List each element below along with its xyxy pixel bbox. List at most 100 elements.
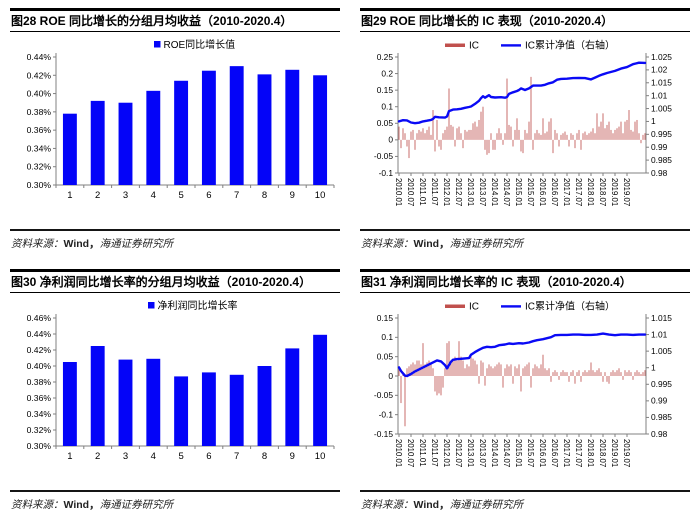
svg-text:2017.07: 2017.07 xyxy=(574,439,583,467)
legend-nav-label: IC累计净值（右轴） xyxy=(525,39,615,52)
svg-text:0.2: 0.2 xyxy=(381,68,393,78)
svg-text:0.99: 0.99 xyxy=(651,142,668,152)
svg-text:2014.07: 2014.07 xyxy=(502,439,511,467)
svg-text:2019.07: 2019.07 xyxy=(622,439,631,467)
x-axis-ticks xyxy=(55,446,335,449)
svg-text:7: 7 xyxy=(234,190,239,201)
figure28-source: 资料来源：Wind，海通证券研究所 xyxy=(10,231,340,251)
svg-text:2012.07: 2012.07 xyxy=(454,439,463,467)
bar-group-1 xyxy=(62,362,77,446)
svg-text:3: 3 xyxy=(123,451,128,462)
figure31-panel: 图31 净利润同比增长率的 IC 表现（2010-2020.4） 0.15 0.1… xyxy=(350,255,700,512)
svg-text:-0.1: -0.1 xyxy=(379,409,394,419)
svg-text:1: 1 xyxy=(67,451,72,462)
svg-text:6: 6 xyxy=(206,190,211,201)
source-org: 海通证券研究所 xyxy=(99,238,174,250)
source-wind: Wind， xyxy=(413,499,450,511)
source-divider-rule xyxy=(10,490,340,492)
bar-group-3 xyxy=(118,102,133,185)
figure31-combo-chart: 0.15 0.1 0.05 0 -0.05 -0.1 -0.15 1.015 1.01 1.005… xyxy=(374,300,672,468)
svg-text:0.98: 0.98 xyxy=(651,168,668,178)
svg-text:2016.07: 2016.07 xyxy=(550,439,559,467)
svg-text:9: 9 xyxy=(290,451,295,462)
panel-top-rule xyxy=(10,8,340,11)
svg-text:1: 1 xyxy=(651,363,656,373)
legend-nav-swatch xyxy=(501,305,521,308)
svg-text:6: 6 xyxy=(206,451,211,462)
svg-text:8: 8 xyxy=(262,190,267,201)
svg-text:1: 1 xyxy=(651,116,656,126)
legend-swatch xyxy=(154,41,161,48)
svg-text:2018.07: 2018.07 xyxy=(598,439,607,467)
svg-text:10: 10 xyxy=(315,190,326,201)
figure28-title: 图28 ROE 同比增长的分组月均收益（2010-2020.4） xyxy=(11,14,293,28)
svg-text:2016.01: 2016.01 xyxy=(538,439,547,467)
svg-text:0: 0 xyxy=(388,371,393,381)
figure29-source: 资料来源：Wind，海通证券研究所 xyxy=(360,231,690,251)
bar-group-9 xyxy=(285,69,300,185)
svg-text:0.985: 0.985 xyxy=(651,412,672,422)
cumulative-nav-line xyxy=(397,61,647,125)
bar-group-5 xyxy=(174,80,189,185)
svg-text:0.985: 0.985 xyxy=(651,155,672,165)
svg-text:2011.07: 2011.07 xyxy=(430,178,439,206)
source-wind: Wind， xyxy=(63,238,100,250)
svg-text:2014.01: 2014.01 xyxy=(490,439,499,467)
svg-text:1.01: 1.01 xyxy=(651,329,668,339)
svg-text:1.005: 1.005 xyxy=(651,346,672,356)
svg-text:2014.07: 2014.07 xyxy=(502,178,511,206)
bar-group-2 xyxy=(90,346,105,446)
svg-text:0.1: 0.1 xyxy=(381,102,393,112)
svg-text:2019.01: 2019.01 xyxy=(610,178,619,206)
svg-text:2012.01: 2012.01 xyxy=(442,178,451,206)
svg-text:0.99: 0.99 xyxy=(651,396,668,406)
ic-bars xyxy=(398,341,646,427)
bar-group-3 xyxy=(118,359,133,446)
axes xyxy=(397,53,647,174)
svg-text:2015.07: 2015.07 xyxy=(526,439,535,467)
source-wind: Wind， xyxy=(63,499,100,511)
legend-ic-swatch xyxy=(445,43,465,47)
bar-group-10 xyxy=(313,334,328,446)
source-label: 资料来源： xyxy=(11,238,64,250)
svg-text:0.30%: 0.30% xyxy=(27,180,52,190)
bar-group-9 xyxy=(285,348,300,446)
svg-text:0.05: 0.05 xyxy=(377,351,394,361)
svg-text:2012.01: 2012.01 xyxy=(442,439,451,467)
source-org: 海通证券研究所 xyxy=(99,499,174,511)
source-divider-rule xyxy=(360,490,690,492)
svg-text:2018.07: 2018.07 xyxy=(598,178,607,206)
legend-nav-swatch xyxy=(501,44,521,47)
x-axis-ticks: 2010.01 2010.07 2011.01 2011.07 2012.01 2012.… xyxy=(394,434,631,467)
svg-text:2011.07: 2011.07 xyxy=(430,439,439,467)
figure29-panel: 图29 ROE 同比增长的 IC 表现（2010-2020.4） 0.25 0.2… xyxy=(350,0,700,255)
bar-group-1 xyxy=(62,113,77,185)
svg-text:0.40%: 0.40% xyxy=(27,89,52,99)
svg-text:2017.01: 2017.01 xyxy=(562,439,571,467)
y-axis-ticks: 0.30% 0.32% 0.34% 0.36% 0.38% 0.40% 0.42% 0.44% xyxy=(27,52,56,190)
source-label: 资料来源： xyxy=(11,499,64,511)
bar-group-6 xyxy=(201,70,216,185)
svg-text:2013.07: 2013.07 xyxy=(478,178,487,206)
svg-text:10: 10 xyxy=(315,451,326,462)
right-axis-ticks: 1.015 1.01 1.005 1 0.995 0.99 0.985 0.98 xyxy=(646,313,672,439)
svg-text:2012.07: 2012.07 xyxy=(454,178,463,206)
title-underline-rule xyxy=(10,31,340,32)
svg-text:0.36%: 0.36% xyxy=(27,393,52,403)
svg-text:2: 2 xyxy=(95,190,100,201)
svg-text:2011.01: 2011.01 xyxy=(418,178,427,206)
svg-text:0.995: 0.995 xyxy=(651,379,672,389)
legend-label: ROE同比增长值 xyxy=(164,38,236,51)
svg-text:2016.01: 2016.01 xyxy=(538,178,547,206)
svg-text:2011.01: 2011.01 xyxy=(418,439,427,467)
figure28-bar-chart: 0.30% 0.32% 0.34% 0.36% 0.38% 0.40% 0.42% 0.44%… xyxy=(27,38,335,201)
svg-text:0.42%: 0.42% xyxy=(27,345,52,355)
right-axis-ticks: 1.025 1.02 1.015 1.01 1.005 1 0.995 0.99 0.985 0.… xyxy=(646,52,672,178)
svg-text:-0.15: -0.15 xyxy=(374,429,393,439)
svg-text:2013.01: 2013.01 xyxy=(466,178,475,206)
figure31-source: 资料来源：Wind，海通证券研究所 xyxy=(360,492,690,512)
bar-group-8 xyxy=(257,366,272,446)
bar-group-7 xyxy=(229,66,244,185)
bar-group-8 xyxy=(257,74,272,185)
